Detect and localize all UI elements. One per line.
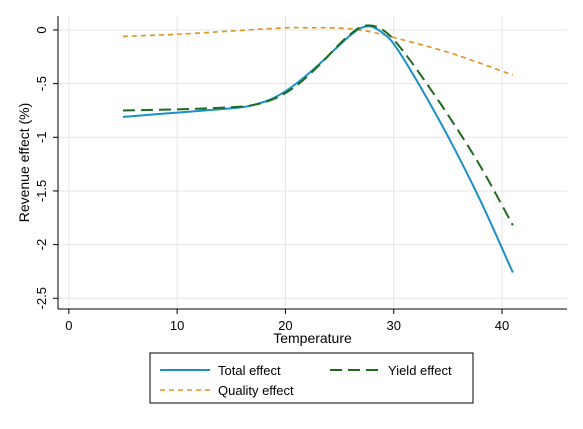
series-lines <box>122 24 514 273</box>
x-tick-label: 20 <box>278 318 292 333</box>
legend: Total effect Yield effect Quality effect <box>149 352 474 404</box>
y-tick-label: 0 <box>34 26 49 33</box>
grid <box>58 16 567 309</box>
x-tick-label: 10 <box>170 318 184 333</box>
x-tick-label: 30 <box>386 318 400 333</box>
x-axis-title: Temperature <box>273 330 352 346</box>
y-axis-title: Revenue effect (%) <box>16 103 32 223</box>
legend-label: Quality effect <box>218 383 294 398</box>
y-tick-label: -.5 <box>34 76 49 91</box>
axes: 0 10 20 30 40 0 -.5 -1 -1.5 -2 -2.5 <box>34 16 567 333</box>
series-line-yield-effect <box>122 24 514 226</box>
y-tick-label: -2.5 <box>34 287 49 309</box>
y-tick-label: -1 <box>34 131 49 143</box>
legend-label: Yield effect <box>388 363 452 378</box>
legend-box <box>149 352 474 404</box>
legend-label: Total effect <box>218 363 281 378</box>
y-tick-label: -2 <box>34 239 49 251</box>
series-line-quality-effect <box>122 26 514 76</box>
x-tick-label: 40 <box>495 318 509 333</box>
x-tick-label: 0 <box>65 318 72 333</box>
y-tick-label: -1.5 <box>34 180 49 202</box>
series-line-total-effect <box>122 25 514 273</box>
